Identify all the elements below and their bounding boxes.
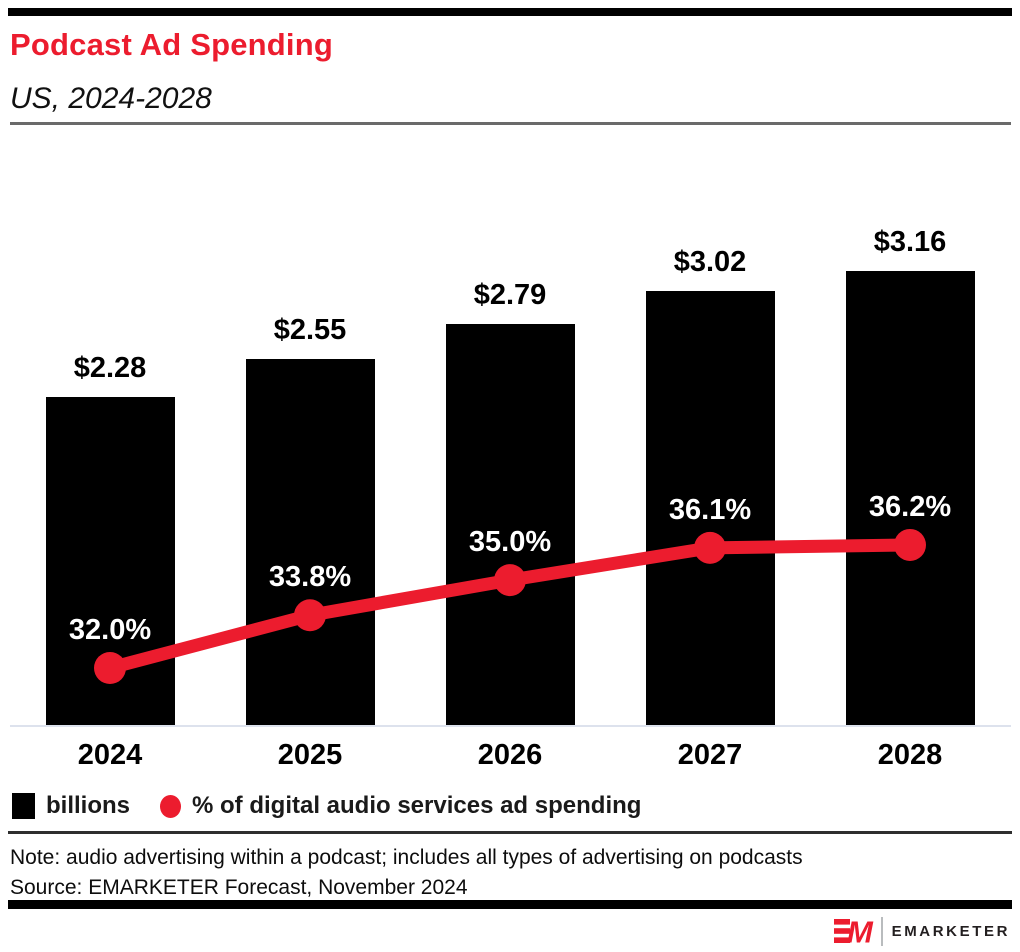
top-black-bar bbox=[8, 8, 1012, 16]
x-axis-baseline bbox=[10, 725, 1011, 727]
emarketer-logo: M EMARKETER bbox=[833, 915, 1010, 947]
pct-point-2027 bbox=[694, 531, 726, 564]
bar-value-label-2025: $2.55 bbox=[273, 313, 347, 346]
legend-line-swatch-icon bbox=[160, 794, 181, 818]
pct-label-2024: 32.0% bbox=[68, 614, 152, 646]
bar-2027 bbox=[645, 291, 775, 725]
pct-label-2027: 36.1% bbox=[668, 493, 752, 526]
pct-label-2028: 36.2% bbox=[868, 490, 952, 523]
emarketer-wordmark: EMARKETER bbox=[891, 923, 1010, 940]
x-axis-label-2027: 2027 bbox=[677, 739, 743, 771]
pct-label-2025: 33.8% bbox=[268, 561, 352, 594]
logo-divider bbox=[880, 916, 883, 946]
footnote-source: Source: EMARKETER Forecast, November 202… bbox=[10, 876, 468, 899]
bar-value-label-2026: $2.79 bbox=[473, 279, 547, 312]
pct-label-2026: 35.0% bbox=[468, 526, 552, 559]
chart-legend: billions % of digital audio services ad … bbox=[12, 790, 641, 822]
pct-point-2026 bbox=[494, 564, 526, 597]
legend-bar-swatch-icon bbox=[12, 793, 35, 819]
legend-line-label: % of digital audio services ad spending bbox=[192, 792, 642, 819]
svg-text:M: M bbox=[847, 919, 874, 943]
pct-point-2024 bbox=[94, 652, 126, 684]
bar-value-label-2028: $3.16 bbox=[873, 225, 947, 258]
bottom-black-bar bbox=[8, 900, 1012, 909]
chart-subtitle: US, 2024-2028 bbox=[10, 82, 212, 115]
em-logo-icon: M bbox=[833, 919, 874, 943]
bar-value-label-2027: $3.02 bbox=[673, 246, 747, 279]
pct-point-2025 bbox=[294, 599, 326, 632]
x-axis-label-2026: 2026 bbox=[477, 739, 543, 771]
bar-value-label-2024: $2.28 bbox=[73, 352, 147, 385]
x-axis-label-2028: 2028 bbox=[877, 739, 943, 771]
footnote-note: Note: audio advertising within a podcast… bbox=[10, 846, 803, 869]
bar-2028 bbox=[845, 270, 975, 725]
pct-point-2028 bbox=[894, 528, 926, 561]
header-divider bbox=[10, 122, 1011, 125]
bar-2026 bbox=[445, 324, 575, 725]
bar-2025 bbox=[245, 358, 375, 725]
x-axis-label-2024: 2024 bbox=[77, 739, 143, 771]
legend-bar-label: billions bbox=[46, 792, 130, 819]
footnote-divider bbox=[8, 831, 1012, 834]
x-axis-label-2025: 2025 bbox=[277, 739, 343, 771]
chart-title: Podcast Ad Spending bbox=[10, 27, 334, 62]
